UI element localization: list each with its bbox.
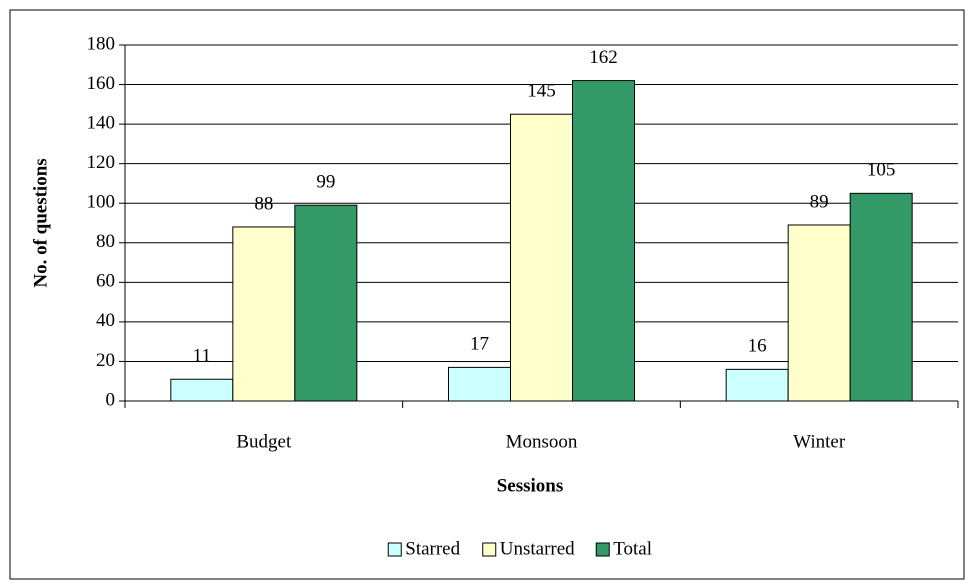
bar <box>448 366 511 402</box>
bar <box>294 204 358 402</box>
y-tick-label: 160 <box>87 73 116 94</box>
x-tick-label: Budget <box>236 431 292 452</box>
y-tick-label: 0 <box>106 389 116 410</box>
legend-label: Unstarred <box>500 538 575 559</box>
data-label: 16 <box>748 336 767 357</box>
y-tick-label: 40 <box>96 310 115 331</box>
data-label: 89 <box>810 191 829 212</box>
bar <box>510 113 573 402</box>
x-tick-label: Winter <box>793 431 846 452</box>
y-tick-label: 60 <box>96 271 115 292</box>
y-tick-label: 140 <box>87 112 116 133</box>
data-label: 88 <box>254 193 273 214</box>
bar <box>232 226 296 402</box>
data-label: 11 <box>193 346 211 367</box>
bar <box>787 224 851 402</box>
y-tick-label: 180 <box>87 33 116 54</box>
y-tick-label: 20 <box>96 350 115 371</box>
x-axis-label: Sessions <box>497 475 564 496</box>
legend-swatch <box>387 542 402 557</box>
data-label: 99 <box>316 172 335 193</box>
bar <box>170 378 234 402</box>
data-label: 17 <box>470 334 489 355</box>
bar <box>725 368 789 402</box>
x-tick-label: Monsoon <box>506 431 578 452</box>
y-tick-label: 120 <box>87 152 116 173</box>
data-label: 162 <box>589 47 618 68</box>
y-tick-label: 100 <box>87 192 116 213</box>
legend-swatch <box>595 542 610 557</box>
legend-label: Total <box>613 538 652 559</box>
bar <box>849 192 913 402</box>
legend-swatch <box>482 542 497 557</box>
legend-label: Starred <box>405 538 460 559</box>
data-label: 105 <box>867 160 896 181</box>
data-label: 145 <box>527 81 556 102</box>
y-axis-label: No. of questions <box>30 158 51 287</box>
y-tick-label: 80 <box>96 231 115 252</box>
bar <box>572 80 635 402</box>
